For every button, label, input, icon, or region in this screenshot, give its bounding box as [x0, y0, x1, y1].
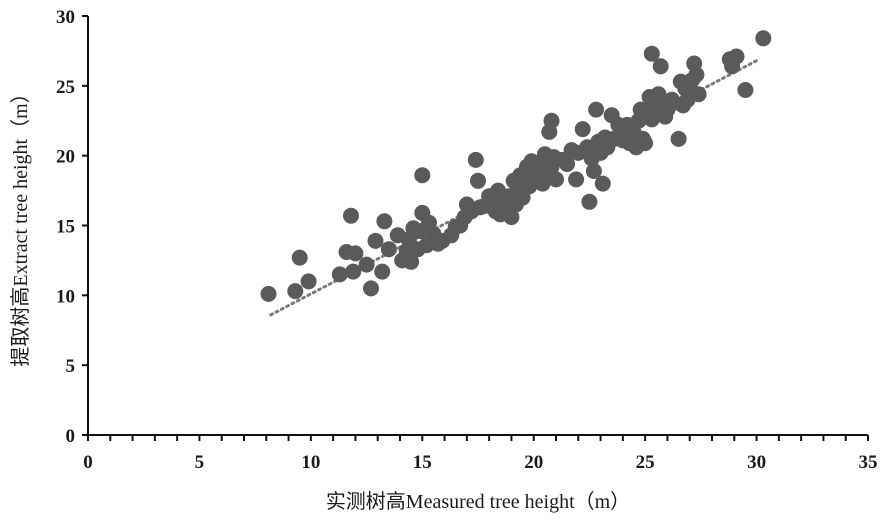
y-tick-label: 10 [56, 286, 75, 307]
data-point [287, 283, 304, 300]
data-point [503, 209, 520, 226]
y-tick-label: 15 [56, 217, 75, 238]
data-point [470, 172, 486, 189]
data-point [363, 280, 379, 297]
x-tick-label: 25 [636, 452, 655, 473]
data-point [574, 121, 591, 138]
data-point [343, 207, 359, 224]
y-tick-label: 25 [56, 77, 75, 98]
data-point [637, 135, 654, 152]
data-point [347, 245, 364, 262]
data-point [376, 213, 393, 230]
data-point [367, 232, 384, 249]
y-tick-label: 0 [66, 426, 76, 447]
y-tick-label: 5 [66, 356, 76, 377]
data-point [643, 45, 660, 62]
data-point [670, 130, 687, 147]
data-point [291, 249, 308, 266]
data-point [345, 263, 362, 280]
x-axis-ticks: 0 5 10 15 20 25 30 35 [83, 435, 878, 473]
data-point [585, 163, 602, 179]
data-point [374, 263, 391, 280]
data-point [358, 256, 375, 273]
y-axis-ticks: 0 5 10 15 20 25 30 [56, 7, 88, 447]
data-point [559, 156, 576, 172]
data-point [588, 101, 605, 118]
x-axis-title: 实测树高Measured tree height（m） [326, 490, 630, 513]
x-tick-label: 15 [413, 452, 432, 473]
x-tick-label: 20 [524, 452, 543, 473]
data-point [581, 193, 598, 210]
data-point [688, 66, 705, 83]
data-point [543, 112, 560, 129]
data-point [690, 86, 707, 103]
data-point [380, 241, 397, 258]
data-point [260, 285, 277, 302]
x-tick-label: 10 [301, 452, 320, 473]
data-point [548, 171, 564, 188]
data-point [652, 58, 669, 75]
data-point [594, 175, 611, 192]
data-points [260, 30, 772, 302]
y-tick-label: 20 [56, 147, 75, 168]
data-point [403, 253, 420, 270]
data-point [568, 171, 585, 188]
x-tick-label: 0 [83, 452, 93, 473]
data-point [737, 82, 754, 98]
x-tick-label: 35 [859, 452, 878, 473]
data-point [331, 266, 348, 283]
data-point [300, 273, 317, 290]
axes: 0 5 10 15 20 25 30 35 0 5 10 15 20 25 30 [56, 7, 878, 473]
y-tick-label: 30 [56, 7, 75, 28]
x-tick-label: 5 [195, 452, 205, 473]
data-point [755, 30, 772, 47]
x-tick-label: 30 [747, 452, 766, 473]
y-axis-title: 提取树高Extract tree height（m） [9, 83, 32, 366]
data-point [728, 48, 745, 65]
data-point [414, 167, 431, 184]
data-point [467, 151, 484, 168]
